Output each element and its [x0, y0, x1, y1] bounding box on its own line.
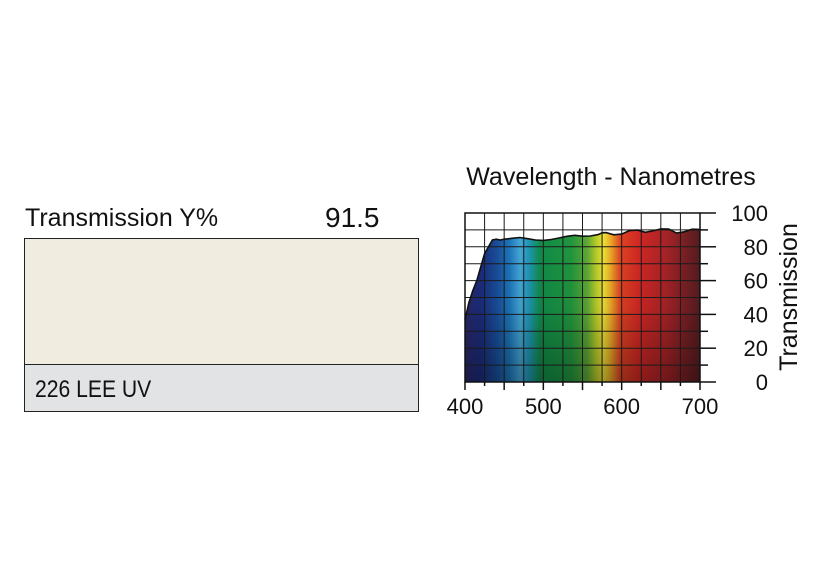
chart-title: Wavelength - Nanometres — [466, 163, 755, 191]
x-tick-label: 700 — [682, 394, 719, 419]
y-tick-label: 40 — [744, 302, 768, 327]
y-tick-label: 80 — [744, 235, 768, 260]
y-tick-label: 60 — [744, 269, 768, 294]
y-tick-label: 100 — [731, 201, 768, 226]
filter-name: 226 LEE UV — [35, 376, 152, 403]
y-tick-label: 0 — [756, 370, 768, 395]
transmission-curve — [464, 228, 701, 320]
y-axis-label: Transmission — [775, 223, 803, 371]
y-tick-label: 20 — [744, 336, 768, 361]
transmission-header: Transmission Y% 91.5 — [25, 200, 420, 236]
transmission-label: Transmission Y% — [25, 204, 219, 232]
filter-swatch: 226 LEE UV — [24, 238, 419, 412]
x-tick-label: 600 — [603, 394, 640, 419]
swatch-color-sample — [25, 239, 418, 365]
filter-name-panel: 226 LEE UV — [25, 365, 418, 411]
transmission-value: 91.5 — [325, 202, 380, 233]
x-tick-label: 500 — [525, 394, 562, 419]
x-tick-label: 400 — [447, 394, 484, 419]
